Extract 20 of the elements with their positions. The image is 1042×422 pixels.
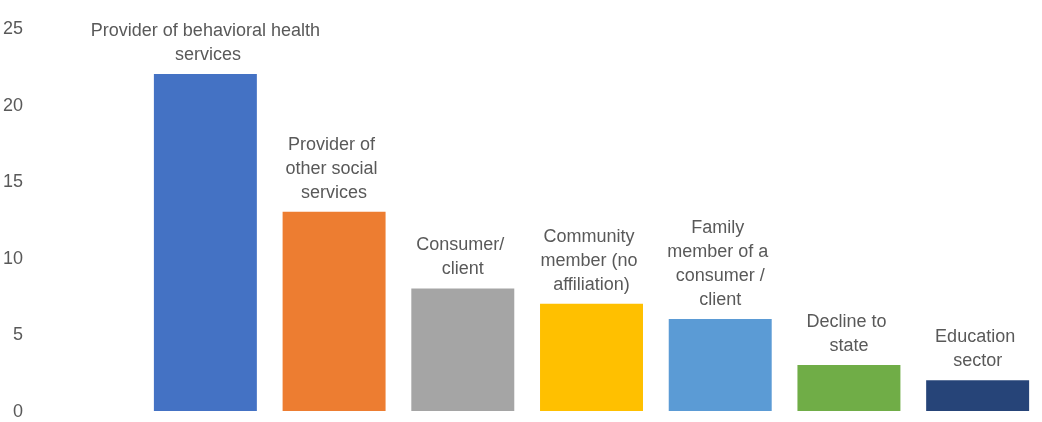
x-tick-label: Family member of a consumer /client [667, 217, 774, 310]
bar [153, 73, 257, 411]
x-tick-label: Provider of other social services [285, 133, 383, 202]
bar [668, 319, 772, 411]
y-tick-label: 10 [2, 247, 24, 268]
x-tick-label: Provider of behavioral health services [90, 19, 320, 64]
x-tick-label: Decline to state [806, 311, 892, 356]
bar [540, 303, 643, 411]
y-tick-label: 15 [2, 171, 24, 192]
bar [797, 365, 901, 411]
bar [282, 211, 386, 411]
bar [926, 380, 1030, 411]
y-tick-label: 5 [13, 324, 24, 345]
x-tick-label: Community member (no affiliation) [540, 225, 643, 294]
bar [411, 288, 515, 411]
x-tick-label: Consumer/ client [416, 234, 510, 279]
y-tick-label: 20 [2, 94, 24, 115]
x-tick-label: Education sector [935, 326, 1021, 371]
y-tick-label: 0 [13, 401, 24, 421]
y-tick-label: 25 [2, 18, 24, 38]
